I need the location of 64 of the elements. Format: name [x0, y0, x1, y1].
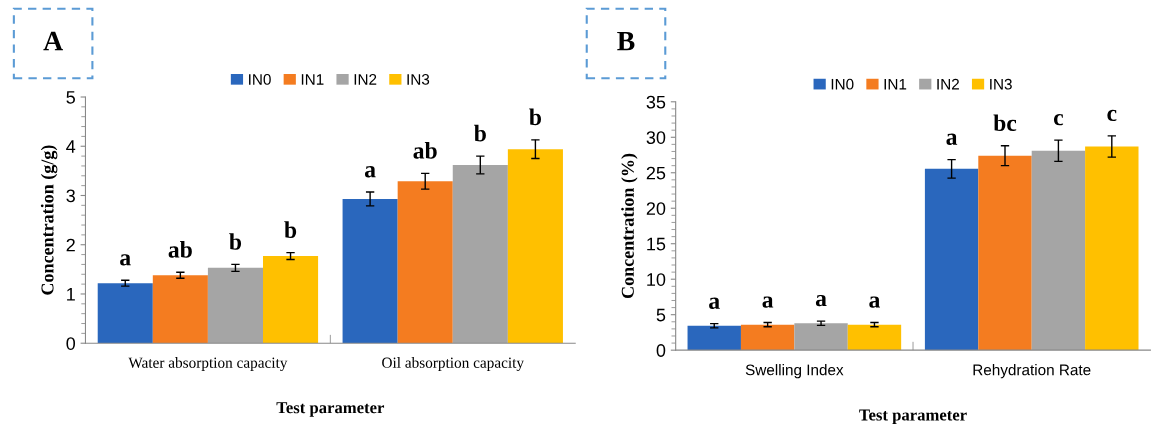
- x-tick-label: Water absorption capacity: [128, 357, 288, 371]
- y-tick-label: 5: [656, 308, 666, 322]
- y-tick-label: 25: [646, 166, 666, 180]
- data-label: a: [120, 254, 131, 266]
- x-tick-label: Oil absorption capacity: [382, 357, 524, 371]
- legend-label: IN3: [990, 78, 1012, 90]
- data-label: ab: [413, 142, 437, 159]
- bar: [452, 164, 508, 344]
- data-label: a: [815, 295, 827, 307]
- y-tick-label: 30: [646, 131, 666, 144]
- legend-label: IN1: [301, 74, 324, 85]
- y-tick-label: 1: [67, 288, 75, 301]
- bar: [924, 168, 979, 351]
- data-label: ab: [168, 241, 192, 258]
- x-axis-title: Test parameter: [859, 409, 967, 424]
- bar: [507, 149, 563, 344]
- data-label: a: [364, 166, 376, 178]
- y-tick-label: 3: [66, 189, 75, 203]
- y-tick-label: 0: [656, 344, 666, 357]
- bar: [1085, 146, 1139, 351]
- data-label: a: [869, 296, 880, 308]
- y-axis-title: Concentration (g/g): [40, 145, 58, 295]
- bar: [207, 267, 263, 344]
- data-label: c: [1107, 109, 1117, 122]
- bar: [794, 323, 848, 351]
- text: A: [43, 31, 63, 51]
- y-tick-label: 35: [646, 95, 666, 109]
- legend-label: IN1: [884, 78, 907, 90]
- bar: [847, 324, 902, 351]
- y-tick-label: 15: [647, 237, 666, 251]
- data-label: c: [1053, 114, 1064, 126]
- y-tick-label: 10: [647, 273, 666, 286]
- data-label: b: [529, 108, 542, 126]
- legend-label: IN2: [937, 78, 959, 90]
- bar: [262, 256, 319, 344]
- x-tick-label: Swelling Index: [745, 364, 844, 379]
- x-tick-label: Rehydration Rate: [973, 364, 1091, 379]
- y-tick-label: 20: [646, 202, 666, 215]
- bar: [342, 198, 398, 344]
- legend-label: IN0: [831, 78, 854, 90]
- data-label: b: [284, 221, 297, 238]
- data-label: a: [709, 297, 720, 309]
- data-label: bc: [993, 114, 1017, 132]
- bar: [687, 325, 741, 351]
- data-label: b: [229, 233, 242, 250]
- bar: [740, 324, 795, 351]
- bar: [1031, 150, 1086, 351]
- y-tick-label: 2: [66, 238, 75, 252]
- bar: [97, 283, 153, 344]
- y-tick-label: 5: [66, 91, 75, 104]
- text: B: [617, 31, 635, 51]
- bar: [978, 155, 1032, 351]
- y-tick-label: 4: [66, 140, 76, 153]
- legend-label: IN0: [249, 74, 271, 85]
- data-label: b: [474, 124, 486, 142]
- bar: [397, 181, 453, 344]
- data-label: a: [946, 133, 958, 145]
- legend-label: IN2: [354, 74, 377, 85]
- legend-label: IN3: [407, 74, 430, 85]
- data-label: a: [762, 296, 774, 308]
- y-tick-label: 0: [66, 337, 76, 350]
- bar: [152, 275, 208, 344]
- y-axis-title: Concentration (%): [621, 153, 638, 299]
- x-axis-title: Test parameter: [276, 402, 385, 417]
